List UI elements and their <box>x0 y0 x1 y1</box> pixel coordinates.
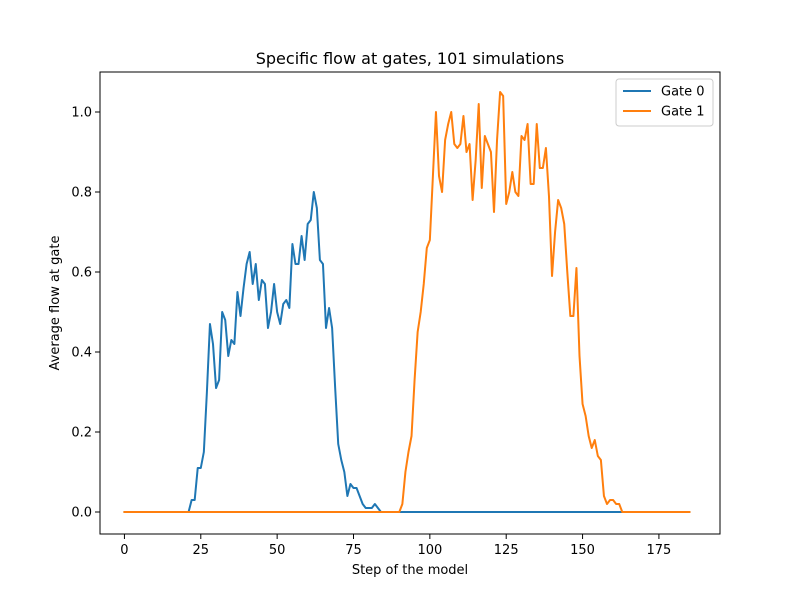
x-tick-label: 150 <box>570 543 595 558</box>
series-line-gate-1 <box>123 91 691 513</box>
x-axis-label: Step of the model <box>352 563 468 578</box>
x-tick-label: 125 <box>494 543 519 558</box>
x-tick-label: 100 <box>417 543 442 558</box>
x-tick-label: 75 <box>345 543 362 558</box>
plot-frame <box>99 71 721 535</box>
y-tick-label: 0.6 <box>71 266 92 281</box>
y-tick-label: 0.2 <box>71 426 92 441</box>
x-axis: 0 25 50 75 100 125 150 175 <box>120 534 671 558</box>
legend-label-gate-0: Gate 0 <box>661 85 705 100</box>
y-axis-label: Average flow at gate <box>48 236 63 371</box>
series-line-gate-0 <box>123 191 691 513</box>
chart-title: Specific flow at gates, 101 simulations <box>256 49 565 68</box>
x-tick-label: 175 <box>647 543 672 558</box>
series-layer <box>123 91 691 513</box>
legend: Gate 0 Gate 1 <box>615 78 714 127</box>
x-tick-label: 50 <box>269 543 286 558</box>
y-tick-label: 1.0 <box>71 106 92 121</box>
x-tick-label: 25 <box>193 543 210 558</box>
x-tick-label: 0 <box>120 543 128 558</box>
y-tick-label: 0.8 <box>71 186 92 201</box>
y-axis: 0.0 0.2 0.4 0.6 0.8 1.0 <box>71 106 100 521</box>
legend-label-gate-1: Gate 1 <box>661 105 705 120</box>
y-tick-label: 0.0 <box>71 506 92 521</box>
y-tick-label: 0.4 <box>71 346 92 361</box>
